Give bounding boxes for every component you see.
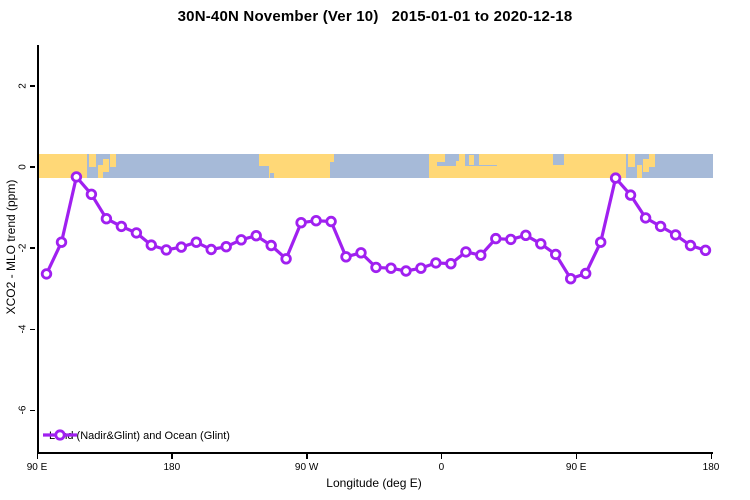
data-point [235,234,247,246]
data-point [415,262,427,274]
x-tick-mark [36,454,38,459]
data-point [40,268,53,280]
data-point [130,227,143,239]
data-line-layer [40,171,712,285]
y-tick-label: 0 [17,163,29,170]
land-segment [642,158,649,172]
data-point [220,240,232,253]
data-point [550,248,562,261]
land-segment [443,165,499,179]
land-segment [468,154,475,165]
y-tick-mark [30,409,35,412]
y-tick-mark [30,85,35,87]
data-point [280,253,292,265]
data-point [190,236,203,248]
data-point [85,188,98,201]
x-tick-label: 0 [438,462,445,473]
y-axis-title: XCO2 - MLO trend (ppm) [4,179,18,315]
data-point [609,172,622,184]
legend: Land (Nadir&Glint) and Ocean (Glint) [42,429,230,443]
land-segment [268,153,331,179]
water-segment [270,173,275,179]
data-point [100,212,113,225]
land-segment [649,153,656,168]
land-segment [628,153,636,168]
data-point [250,229,262,242]
data-point [624,189,637,201]
data-point [565,272,577,285]
data-point [430,257,442,269]
data-point [205,243,217,256]
data-point [355,247,367,259]
data-point [595,236,607,248]
y-tick-label: -2 [17,243,29,253]
y-tick-label: -4 [17,324,29,334]
chart-title: 30N-40N November (Ver 10) 2015-01-01 to … [177,8,573,25]
x-tick-label: 90 E [565,462,587,473]
world-map-band [39,153,713,179]
data-point [145,239,158,251]
data-point [160,244,173,256]
data-point [175,241,188,253]
water-segment [553,153,564,165]
data-point [115,220,128,233]
land-segment [110,153,117,168]
plot-area: Land (Nadir&Glint) and Ocean (Glint) [37,45,713,454]
data-point [684,239,697,252]
data-point [699,244,712,257]
data-point [325,215,337,228]
x-tick-mark [440,454,443,459]
data-point [505,233,517,246]
land-segment [637,164,642,179]
x-tick-mark [306,454,308,459]
data-point [460,246,472,258]
land-segment [89,153,96,168]
data-point [340,251,352,263]
data-point [400,265,412,277]
data-point [580,267,592,280]
y-tick-mark [30,247,35,249]
data-point [535,238,547,250]
data-point [55,236,68,248]
land-segment [330,153,335,163]
legend-marker-icon [43,429,77,441]
y-tick-mark [30,328,35,331]
x-tick-mark [575,454,578,459]
land-segment [98,164,103,179]
y-tick-label: 2 [17,82,29,89]
land-segment [456,161,461,166]
data-point [490,232,502,245]
x-tick-label: 90 W [294,462,319,473]
data-point [310,214,322,227]
legend-label: Land (Nadir&Glint) and Ocean (Glint) [49,430,230,442]
data-point [385,262,397,274]
land-segment [103,158,110,172]
x-axis-title: Longitude (deg E) [326,476,422,490]
land-segment [259,153,269,166]
y-tick-mark [30,166,35,168]
x-tick-mark [710,454,712,459]
data-point [669,229,682,241]
data-point [295,216,307,229]
y-tick-label: -6 [17,405,29,415]
data-point [265,239,277,252]
land-segment [478,153,499,165]
x-tick-label: 180 [702,462,720,473]
data-point [475,249,487,261]
data-point [639,212,652,224]
x-tick-mark [171,454,173,459]
data-point [70,171,83,183]
water-segment [436,161,445,167]
data-point [520,229,532,242]
x-tick-label: 180 [163,462,181,473]
x-tick-label: 90 E [26,462,48,473]
data-point [445,257,457,270]
data-point [654,220,667,233]
land-segment [459,153,466,166]
data-point [370,261,382,274]
